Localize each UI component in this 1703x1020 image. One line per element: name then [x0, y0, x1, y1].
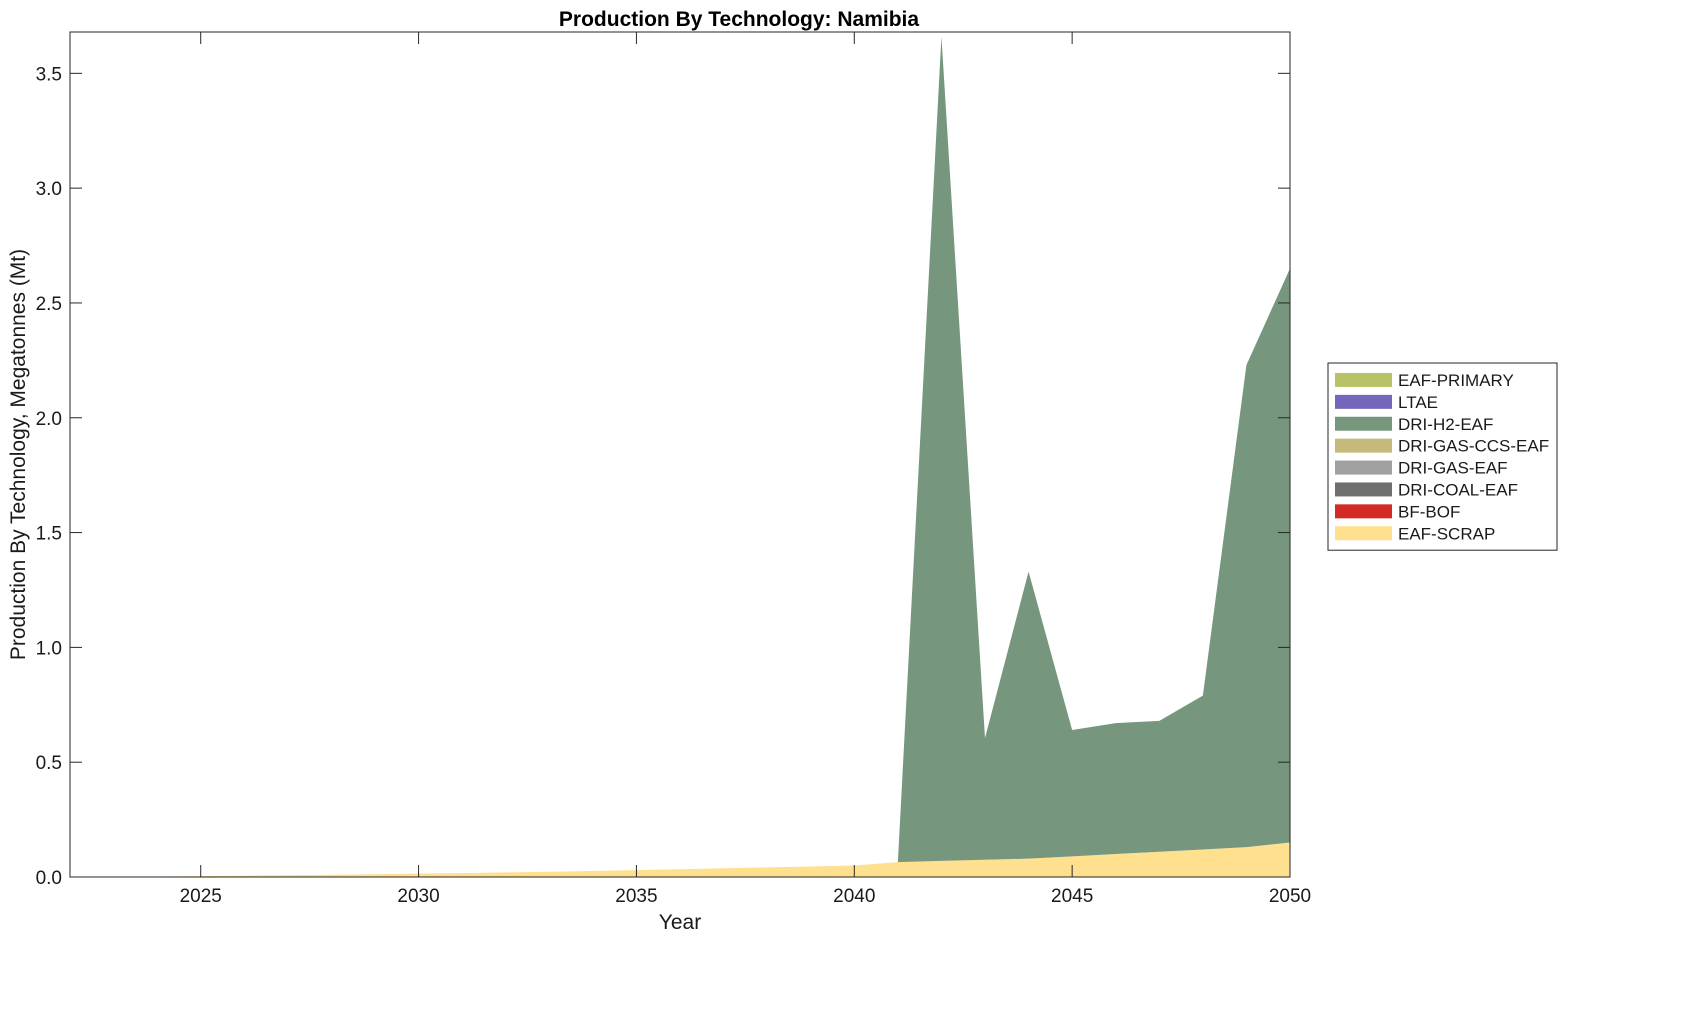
legend-swatch-dri-gas-eaf — [1335, 460, 1392, 475]
y-tick-label: 1.5 — [36, 524, 62, 545]
x-axis-label: Year — [659, 911, 701, 934]
legend-swatch-bf-bof — [1335, 504, 1392, 519]
y-tick-label: 2.0 — [36, 409, 62, 430]
y-tick-label: 3.5 — [36, 64, 62, 85]
x-tick-label: 2030 — [397, 886, 439, 907]
legend-label-eaf-primary: EAF-PRIMARY — [1398, 371, 1514, 390]
legend-label-eaf-scrap: EAF-SCRAP — [1398, 524, 1495, 543]
legend-label-dri-gas-eaf: DRI-GAS-EAF — [1398, 459, 1508, 478]
y-tick-label: 3.0 — [36, 179, 62, 200]
legend-label-dri-gas-ccs-eaf: DRI-GAS-CCS-EAF — [1398, 437, 1549, 456]
legend-swatch-dri-h2-eaf — [1335, 416, 1392, 431]
area-eaf-scrap — [70, 842, 1290, 877]
legend-swatch-eaf-scrap — [1335, 526, 1392, 541]
legend-label-dri-h2-eaf: DRI-H2-EAF — [1398, 415, 1493, 434]
area-layers — [70, 36, 1290, 877]
chart-title: Production By Technology: Namibia — [559, 8, 919, 31]
legend-swatch-eaf-primary — [1335, 372, 1392, 387]
legend: EAF-PRIMARY LTAE DRI-H2-EAF DRI-GAS-CCS-EAF… — [1327, 362, 1558, 551]
y-tick-label: 0.5 — [36, 753, 62, 774]
y-tick-label: 2.5 — [36, 294, 62, 315]
legend-swatch-dri-gas-ccs-eaf — [1335, 438, 1392, 453]
x-tick-label: 2025 — [180, 886, 222, 907]
y-tick-label: 1.0 — [36, 638, 62, 659]
legend-label-ltae: LTAE — [1398, 393, 1438, 412]
y-tick-label: 0.0 — [36, 868, 62, 889]
x-tick-label: 2040 — [833, 886, 875, 907]
x-tick-label: 2050 — [1269, 886, 1311, 907]
legend-label-bf-bof: BF-BOF — [1398, 502, 1460, 521]
x-axis-ticks: 2025 2030 2035 2040 2045 2050 — [180, 32, 1311, 907]
legend-label-dri-coal-eaf: DRI-COAL-EAF — [1398, 480, 1518, 499]
x-tick-label: 2045 — [1051, 886, 1093, 907]
plot-frame — [69, 31, 1291, 878]
y-axis-label: Production By Technology, Megatonnes (Mt… — [7, 249, 30, 660]
x-tick-label: 2035 — [615, 886, 657, 907]
legend-swatch-ltae — [1335, 394, 1392, 409]
legend-box — [1327, 362, 1558, 551]
area-dri-h2-eaf — [70, 36, 1290, 877]
y-axis-ticks: 0.0 0.5 1.0 1.5 2.0 2.5 3.0 3.5 — [36, 64, 1290, 889]
legend-swatch-dri-coal-eaf — [1335, 482, 1392, 497]
